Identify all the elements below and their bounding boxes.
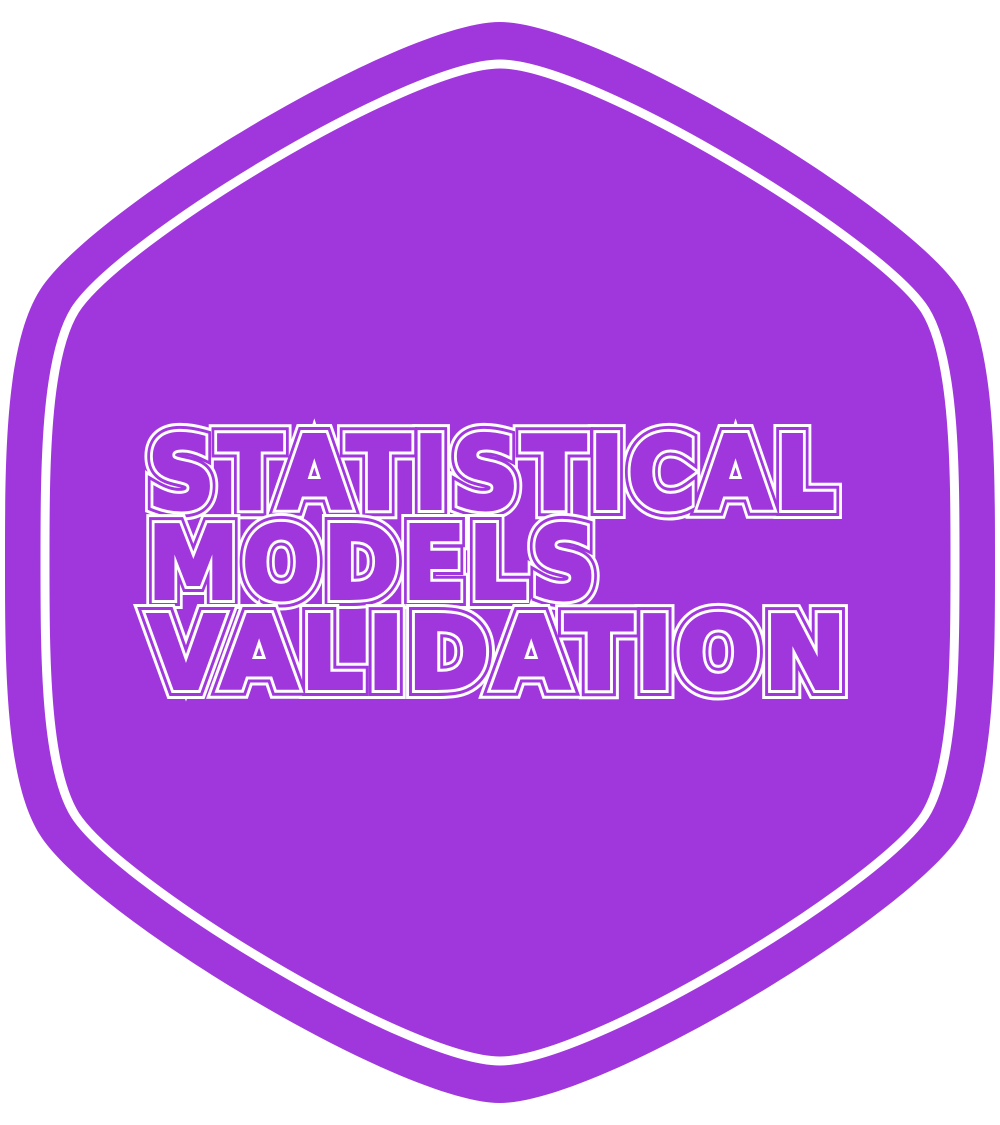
svg-text:VALIDATION: VALIDATION (148, 595, 850, 712)
title-line-3-text: VALIDATION (148, 595, 850, 712)
badge-title: STATISTICAL STATISTICAL STATISTICAL STAT… (137, 404, 857, 723)
svg-text:MODELS: MODELS (148, 505, 600, 622)
title-line-2-text: MODELS (148, 505, 600, 622)
hex-inner-border (40, 59, 960, 1066)
hex-outer-shape (5, 22, 995, 1103)
title-line-1: STATISTICAL STATISTICAL STATISTICAL STAT… (137, 404, 845, 543)
svg-text:STATISTICAL: STATISTICAL (148, 415, 838, 532)
svg-text:MODELS: MODELS (148, 505, 600, 622)
svg-text:MODELS: MODELS (148, 505, 600, 622)
svg-text:VALIDATION: VALIDATION (148, 595, 850, 712)
svg-text:MODELS: MODELS (148, 505, 600, 622)
svg-text:STATISTICAL: STATISTICAL (148, 415, 838, 532)
svg-text:STATISTICAL: STATISTICAL (148, 415, 838, 532)
svg-text:STATISTICAL: STATISTICAL (148, 415, 838, 532)
title-line-1-text: STATISTICAL (148, 415, 838, 532)
svg-text:VALIDATION: VALIDATION (148, 595, 850, 712)
title-line-3: VALIDATION VALIDATION VALIDATION VALIDAT… (137, 584, 857, 723)
svg-text:VALIDATION: VALIDATION (148, 595, 850, 712)
title-line-2: MODELS MODELS MODELS MODELS MODELS (137, 494, 607, 633)
